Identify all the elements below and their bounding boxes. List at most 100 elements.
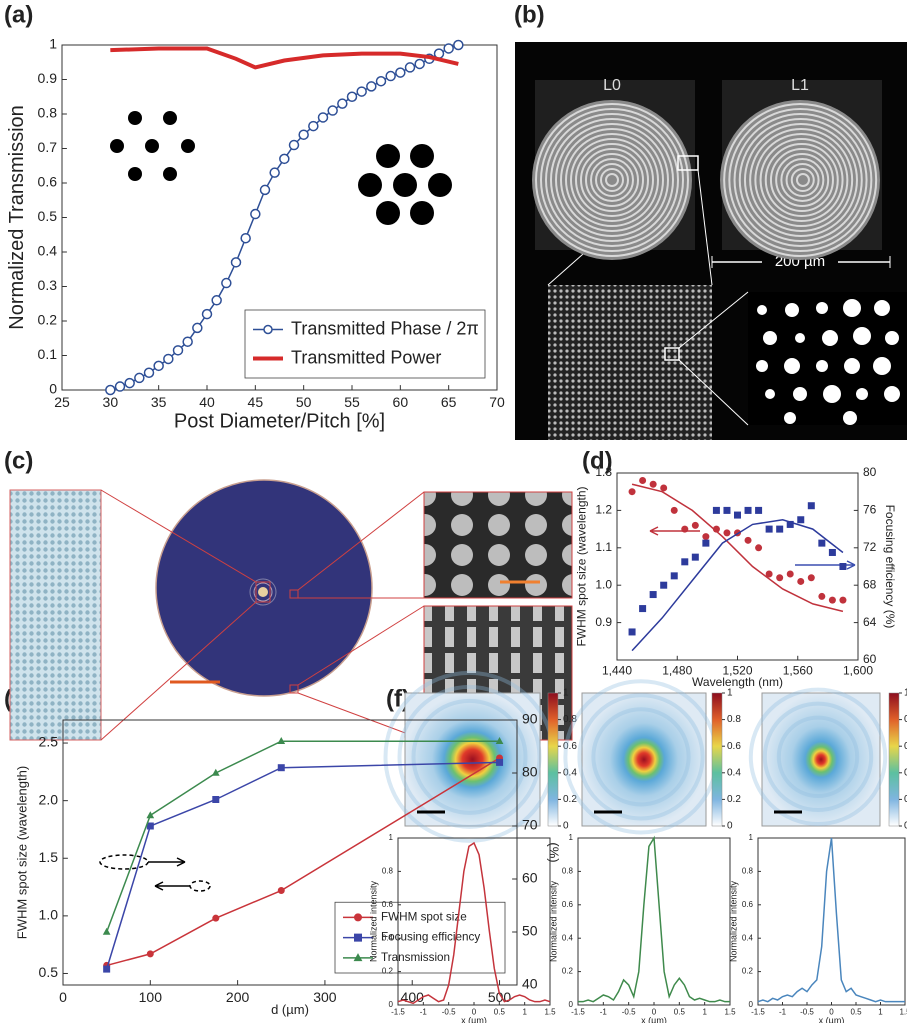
x-tick-label: 200 <box>226 989 250 1005</box>
colorbar-tick-label: 0 <box>904 821 907 832</box>
y-tick-label: 0.8 <box>562 867 574 876</box>
y-tick-label: 0.8 <box>38 105 58 121</box>
lens-ring <box>545 113 679 247</box>
panel-label: (a) <box>4 1 33 28</box>
data-point <box>317 112 329 123</box>
x-tick-label: 1,600 <box>843 664 873 678</box>
y2-tick-label: 72 <box>863 540 877 554</box>
data-point <box>356 86 367 97</box>
colorbar-tick-label: 0.2 <box>563 794 577 805</box>
data-point <box>269 167 280 178</box>
data-point <box>681 525 689 533</box>
x-tick-label: -1 <box>600 1008 608 1017</box>
legend-label: Transmission <box>381 951 450 964</box>
x-tick-label: -0.5 <box>622 1008 636 1017</box>
chart: -1.5 -1 -0.5 0 0.5 1 1.5 0 0.2 0.4 0.6 0.8 1 x (µm) No… <box>549 833 737 1023</box>
y2-tick-label: 80 <box>522 764 538 780</box>
y-tick-label: 0.9 <box>38 70 58 86</box>
data-point <box>628 628 636 636</box>
plot-frame <box>616 472 859 661</box>
plot-frame <box>62 719 518 986</box>
y-tick-label: 0.3 <box>38 277 58 293</box>
y-tick-label: 2.5 <box>39 734 59 750</box>
data-point <box>702 533 710 541</box>
lens-ring <box>780 158 825 202</box>
data-point <box>807 502 815 510</box>
y-axis-label: FWHM spot size (wavelength) <box>574 486 588 646</box>
data-point <box>212 914 220 922</box>
series-line <box>578 835 730 1003</box>
legend-marker <box>263 324 273 335</box>
y2-axis-label: (%) <box>546 842 561 862</box>
data-point <box>172 345 184 356</box>
data-point <box>786 520 794 528</box>
x-axis-label: Wavelength (nm) <box>692 675 783 689</box>
lens-ring <box>785 163 820 197</box>
lens-ring <box>764 143 839 217</box>
lens-ring <box>560 128 664 232</box>
lens-ring <box>540 108 684 252</box>
x-tick-label: 100 <box>139 989 163 1005</box>
data-point <box>201 308 213 320</box>
data-point <box>765 525 773 533</box>
colorbar-tick-label: 0.8 <box>727 714 741 725</box>
data-point <box>639 476 647 484</box>
lens-ring <box>570 138 654 222</box>
data-point <box>712 525 720 533</box>
x-tick-label: 0 <box>652 1008 657 1017</box>
panel-label: (c) <box>4 447 33 474</box>
data-point <box>375 75 387 87</box>
colorbar-tick-label: 0.8 <box>563 714 577 725</box>
lens-ring <box>565 133 659 227</box>
data-point <box>385 70 396 82</box>
y-axis-label: Normalized intensity <box>549 880 559 962</box>
data-point <box>250 208 261 220</box>
colorbar-tick-label: 1 <box>904 688 907 699</box>
x-tick-label: 1,480 <box>662 664 692 678</box>
x-axis-label: x (µm) <box>641 1015 667 1023</box>
y-tick-label: 1 <box>389 833 394 842</box>
data-point <box>639 605 647 613</box>
data-point <box>211 768 220 776</box>
y-tick-label: 1.0 <box>39 907 59 923</box>
data-point <box>702 539 710 547</box>
x-tick-label: 60 <box>393 394 409 410</box>
x-tick-label: 40 <box>199 394 215 410</box>
y-tick-label: 0.8 <box>742 867 754 876</box>
legend-label: Focusing efficiency <box>381 931 480 944</box>
x-axis-label: x (µm) <box>461 1015 487 1023</box>
data-point <box>277 764 285 772</box>
data-point <box>839 596 847 604</box>
data-point <box>828 548 836 556</box>
y-tick-label: 0.6 <box>38 174 58 190</box>
x-tick-label: 1 <box>522 1008 527 1017</box>
plot-frame <box>757 837 906 1006</box>
data-point <box>404 62 416 73</box>
data-point <box>212 796 220 803</box>
annotation-arrows <box>99 526 856 892</box>
x-tick-label: 1,560 <box>783 664 813 678</box>
x-tick-label: 70 <box>489 394 505 410</box>
lens-ring <box>595 163 629 197</box>
data-point <box>828 596 836 604</box>
x-axis-label: x (µm) <box>819 1015 845 1023</box>
colorbar-tick-label: 1 <box>563 688 569 699</box>
colorbar-tick-label: 0.4 <box>727 767 741 778</box>
x-tick-label: 1.5 <box>544 1008 556 1017</box>
colorbar-tick-label: 0.6 <box>727 741 741 752</box>
chart: 1,440 1,480 1,520 1,560 1,600 0.9 1.0 1.1 1.2 1.3… <box>574 465 897 689</box>
y-tick-label: 0.4 <box>742 933 754 942</box>
data-point <box>103 965 111 973</box>
legend-label: FWHM spot size <box>381 910 467 923</box>
lens-ring <box>555 123 669 237</box>
sem-panel: 200 µm L0 L1 <box>515 42 907 440</box>
chart: 25 30 35 40 45 50 55 60 65 70 0 0.1 0.2 0.3 0.4 0.5 0.6 0… <box>6 36 505 433</box>
y-tick-label: 0.5 <box>39 964 59 980</box>
y2-tick-label: 90 <box>522 711 538 727</box>
x-tick-label: 0.5 <box>674 1008 686 1017</box>
y-tick-label: 0 <box>749 1000 754 1009</box>
chart: 0 100 200 300 400 5000.51.01.52.02.5405060708… <box>14 711 561 1017</box>
y-axis-label: FWHM spot size (wavelength) <box>14 766 29 939</box>
data-point <box>134 372 145 384</box>
data-point <box>797 516 805 524</box>
